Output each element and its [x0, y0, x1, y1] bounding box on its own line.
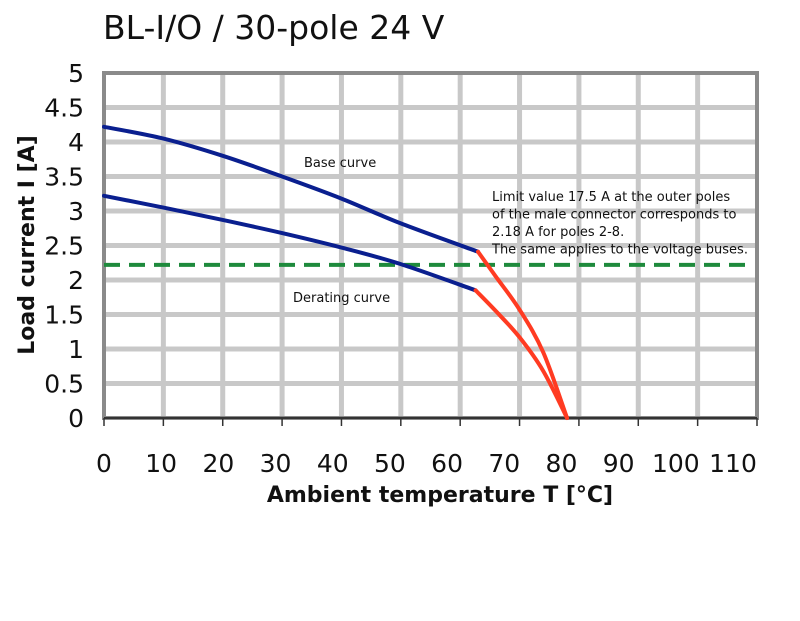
y-tick-label: 3.5	[44, 163, 84, 192]
x-tick-label: 100	[652, 449, 700, 478]
chart-title: BL-I/O / 30-pole 24 V	[103, 8, 445, 47]
y-tick-label: 2.5	[44, 232, 84, 261]
x-tick-label: 90	[603, 449, 635, 478]
x-tick-label: 30	[260, 449, 292, 478]
series-line-base-curve	[102, 124, 480, 254]
y-tick-label: 4	[68, 128, 84, 157]
y-tick-label: 1.5	[44, 301, 84, 330]
y-tick-label: 5	[68, 59, 84, 88]
annotation-base-curve: Base curve	[304, 156, 376, 171]
x-tick-label: 20	[202, 449, 234, 478]
x-tick-label: 70	[488, 449, 520, 478]
annotation-note-line: 2.18 A for poles 2-8.	[492, 225, 624, 240]
series-line-derating-curve-limit	[473, 288, 570, 420]
annotation-note-line: of the male connector corresponds to	[492, 208, 737, 223]
y-tick-label: 3	[68, 197, 84, 226]
x-tick-label: 0	[96, 449, 112, 478]
y-tick-label: 2	[68, 266, 84, 295]
x-tick-label: 110	[709, 449, 757, 478]
y-tick-label: 4.5	[44, 94, 84, 123]
x-tick-label: 80	[546, 449, 578, 478]
x-tick-label: 60	[431, 449, 463, 478]
series-line-base-curve-limit	[475, 249, 570, 420]
annotation-note-line: Limit value 17.5 A at the outer poles	[492, 190, 730, 205]
x-axis-label: Ambient temperature T [°C]	[267, 483, 613, 508]
series-line-derating-curve	[102, 193, 478, 293]
y-axis-label: Load current I [A]	[15, 135, 40, 355]
x-tick-label: 40	[317, 449, 349, 478]
x-tick-label: 50	[374, 449, 406, 478]
annotation-note-line: The same applies to the voltage buses.	[491, 243, 748, 258]
annotation-derating-curve: Derating curve	[293, 291, 390, 306]
y-tick-label: 0	[68, 404, 84, 433]
y-tick-label: 0.5	[44, 370, 84, 399]
y-tick-label: 1	[68, 335, 84, 364]
x-tick-label: 10	[145, 449, 177, 478]
